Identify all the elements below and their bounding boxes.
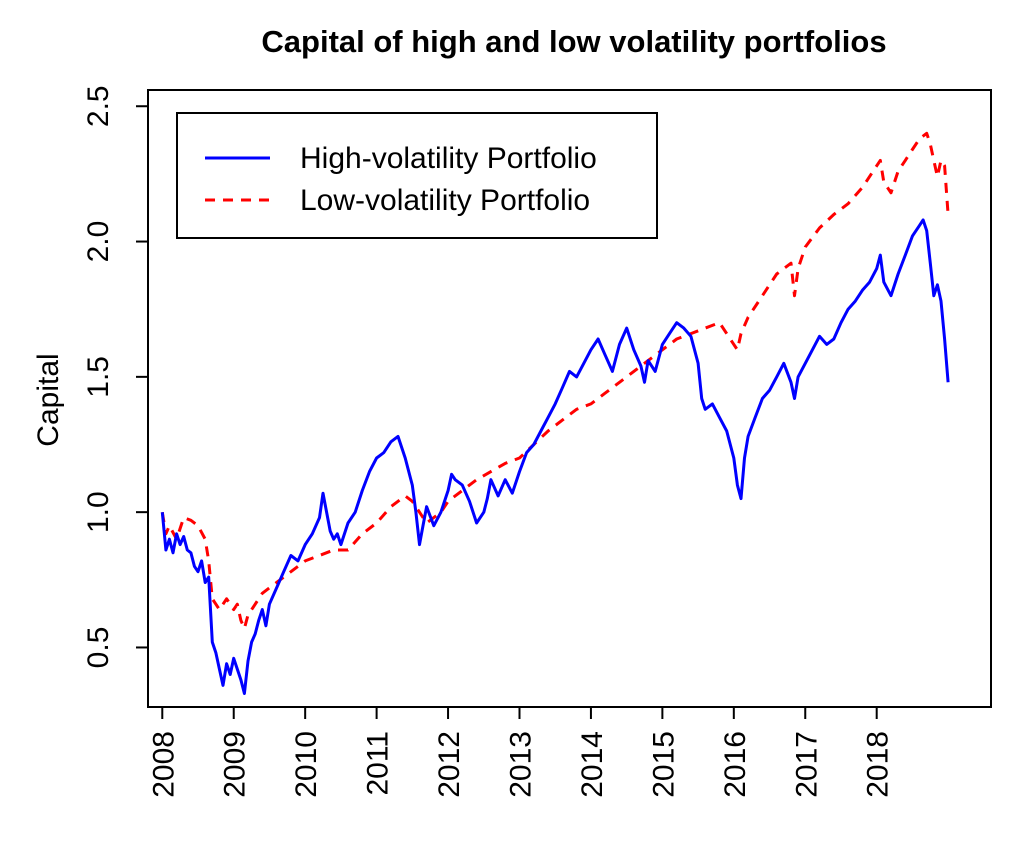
x-tick-label: 2009 [219, 731, 252, 798]
legend-box [176, 112, 658, 239]
y-tick-label: 1.0 [82, 491, 115, 533]
legend-label-high-volatility: High-volatility Portfolio [300, 142, 597, 175]
x-tick-label: 2017 [790, 731, 823, 798]
x-tick-label: 2014 [576, 731, 609, 798]
x-tick-label: 2016 [719, 731, 752, 798]
y-tick-label: 2.0 [82, 221, 115, 263]
y-ticks: 0.5 1.0 1.5 2.0 2.5 [82, 85, 148, 668]
series-group [160, 131, 950, 695]
legend-label-low-volatility: Low-volatility Portfolio [300, 184, 590, 217]
legend: High-volatility Portfolio Low-volatility… [176, 112, 658, 239]
x-tick-label: 2013 [504, 731, 537, 798]
y-tick-label: 0.5 [82, 627, 115, 669]
x-tick-label: 2018 [862, 731, 895, 798]
x-axis: 2008 2009 2010 2011 2012 2013 2014 2015 2016 2017… [147, 706, 895, 798]
series-line-low-volatility [160, 131, 950, 630]
y-axis: 0.5 1.0 1.5 2.0 2.5 [82, 85, 149, 668]
y-axis-label: Capital [32, 353, 65, 446]
series-line-high-volatility [160, 218, 950, 695]
y-tick-label: 2.5 [82, 85, 115, 127]
x-tick-label: 2010 [290, 731, 323, 798]
x-tick-label: 2015 [647, 731, 680, 798]
x-tick-label: 2011 [362, 731, 395, 796]
x-tick-label: 2008 [147, 731, 180, 798]
x-ticks: 2008 2009 2010 2011 2012 2013 2014 2015 2016 2017… [147, 707, 895, 798]
chart-title: Capital of high and low volatility portf… [261, 24, 886, 59]
y-tick-label: 1.5 [82, 356, 115, 398]
x-tick-label: 2012 [433, 731, 466, 798]
